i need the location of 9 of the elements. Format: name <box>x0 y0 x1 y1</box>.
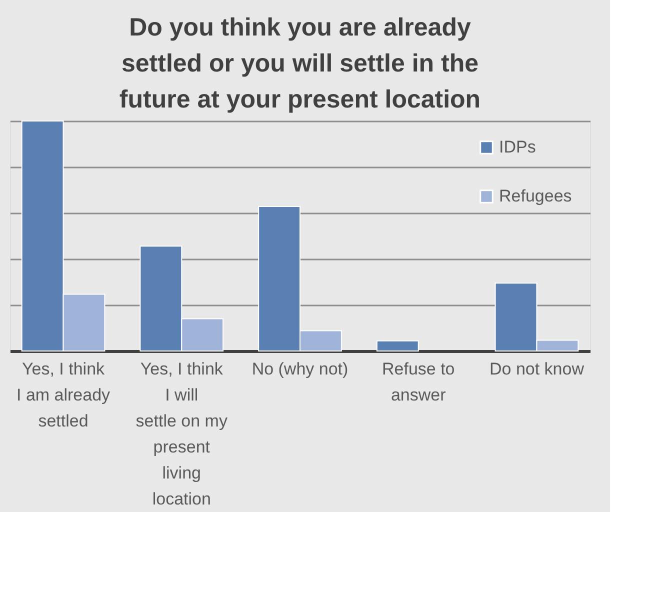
x-tick-label: No (why not) <box>252 360 348 378</box>
x-tick-label: Yes, I think I am already settled <box>16 360 111 430</box>
legend-label: Refugees <box>499 186 572 206</box>
legend-label: IDPs <box>499 138 536 156</box>
x-tick-label: Refuse to answer <box>382 360 455 404</box>
x-tick-label: Do not know <box>489 360 585 378</box>
chart-title: Do you think you are already settled or you will settle in the future at your present location <box>119 14 481 114</box>
x-tick-label: Yes, I think I will settle on my present living location <box>136 360 228 508</box>
bar <box>376 340 419 352</box>
